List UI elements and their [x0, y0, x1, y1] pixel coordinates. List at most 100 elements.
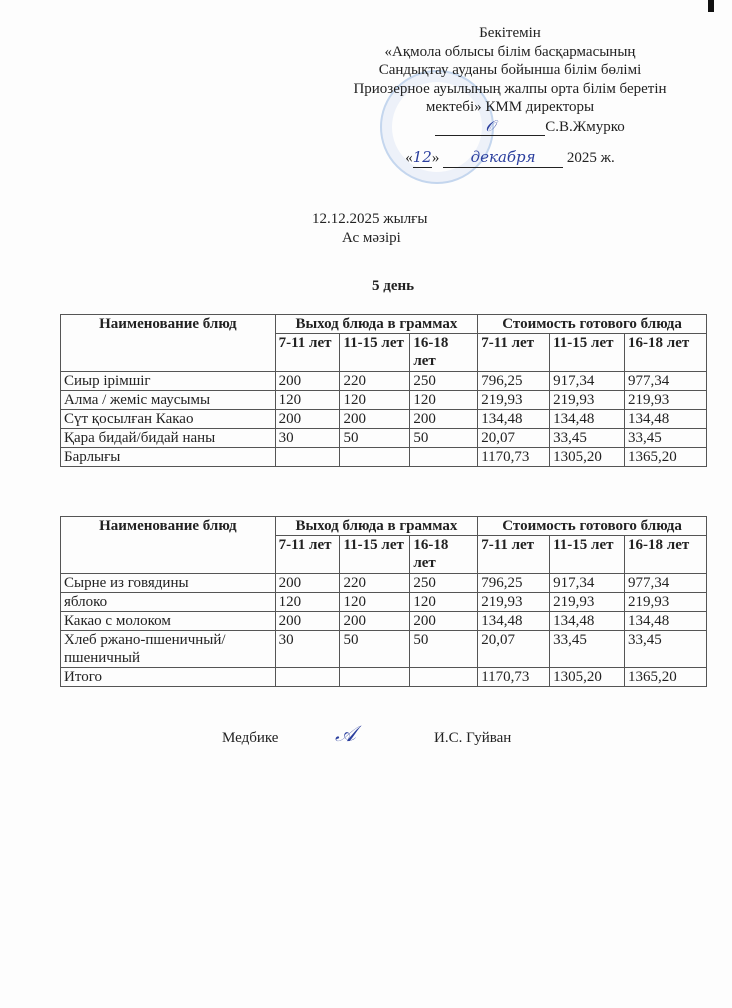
cell-value: 30: [274, 630, 341, 668]
cell-value: 120: [339, 390, 411, 410]
cell-value: 200: [274, 409, 341, 429]
approval-title: Бекітемін: [479, 25, 541, 41]
approval-year: 2025 ж.: [566, 150, 615, 166]
dish-name: Сиыр ірімшіг: [60, 371, 276, 391]
header-age: 16-18 лет: [409, 333, 479, 372]
table-row: Хлеб ржано-пшеничный/пшеничный 30 50 50 20,0…: [60, 630, 707, 668]
cell-value: 120: [274, 592, 341, 612]
header-age: 7-11 лет: [274, 333, 341, 372]
table-row: Алма / жеміс маусымы 120 120 120 219,93 219,9…: [60, 390, 707, 410]
cell-value: 200: [339, 409, 411, 429]
cell-value: 50: [339, 630, 411, 668]
header-name: Наименование блюд: [60, 314, 276, 372]
cell-value: 134,48: [549, 409, 626, 429]
approval-line: Приозерное ауылының жалпы орта білім бер…: [353, 80, 667, 97]
dish-name: Сүт қосылған Какао: [60, 409, 276, 429]
cell-value: 30: [274, 428, 341, 448]
header-cost: Стоимость готового блюда: [477, 516, 707, 536]
cell-value: [339, 447, 411, 467]
day-label: 5 день: [372, 278, 415, 294]
header-age: 7-11 лет: [477, 333, 551, 372]
approval-day: 12: [412, 148, 432, 168]
school-stamp: [380, 70, 494, 184]
dish-name: Барлығы: [60, 447, 276, 467]
cell-value: 200: [274, 573, 341, 593]
cell-value: 50: [339, 428, 411, 448]
cell-value: [274, 447, 341, 467]
cell-value: 20,07: [477, 630, 551, 668]
menu-table-kz: Наименование блюд Выход блюда в граммах Ст…: [60, 314, 707, 467]
cell-value: 219,93: [624, 390, 707, 410]
header-cost: Стоимость готового блюда: [477, 314, 707, 334]
approval-line: мектебі» КММ директоры: [425, 99, 595, 115]
cell-value: [409, 447, 479, 467]
cell-value: 20,07: [477, 428, 551, 448]
cell-value: 200: [409, 611, 479, 631]
cell-value: 33,45: [549, 428, 626, 448]
table-row: яблоко 120 120 120 219,93 219,93 219,93: [60, 592, 707, 612]
cell-value: 1170,73: [477, 667, 551, 687]
cell-value: 200: [409, 409, 479, 429]
dish-name: Сырне из говядины: [60, 573, 276, 593]
approval-line: «Ақмола облысы білім басқармасының: [384, 43, 636, 60]
dish-name: Итого: [60, 667, 276, 687]
menu-title: Ас мәзірі: [342, 230, 401, 246]
header-age: 11-15 лет: [339, 333, 411, 372]
cell-value: 1365,20: [624, 667, 707, 687]
cell-value: 220: [339, 371, 411, 391]
cell-value: 120: [339, 592, 411, 612]
menu-table-ru: Наименование блюд Выход блюда в граммах Ст…: [60, 516, 707, 687]
cell-value: 134,48: [624, 611, 707, 631]
dish-name: Қара бидай/бидай наны: [60, 428, 276, 448]
cell-value: 200: [274, 371, 341, 391]
cell-value: 33,45: [624, 630, 707, 668]
header-age: 11-15 лет: [339, 535, 411, 574]
cell-value: [409, 667, 479, 687]
cell-value: 1170,73: [477, 447, 551, 467]
header-yield: Выход блюда в граммах: [274, 516, 479, 536]
cell-value: 134,48: [549, 611, 626, 631]
cell-value: 219,93: [477, 390, 551, 410]
cell-value: 250: [409, 573, 479, 593]
director-signature: 𝒪: [435, 117, 546, 136]
cell-value: 796,25: [477, 371, 551, 391]
header-age: 11-15 лет: [549, 333, 626, 372]
footer-name: И.С. Гуйван: [434, 730, 512, 746]
cell-value: 134,48: [477, 409, 551, 429]
footer-role: Медбике: [222, 730, 279, 746]
cell-value: [339, 667, 411, 687]
table-row: Қара бидай/бидай наны 30 50 50 20,07 33,45 33,…: [60, 428, 707, 448]
cell-value: 219,93: [624, 592, 707, 612]
cell-value: 219,93: [477, 592, 551, 612]
cell-value: 1305,20: [549, 447, 626, 467]
table-row: Сүт қосылған Какао 200 200 200 134,48 134,48 1…: [60, 409, 707, 429]
table-row: Сиыр ірімшіг 200 220 250 796,25 917,34 977,34: [60, 371, 707, 391]
cell-value: 220: [339, 573, 411, 593]
header-age: 11-15 лет: [549, 535, 626, 574]
cell-value: 50: [409, 428, 479, 448]
header-age: 16-18 лет: [409, 535, 479, 574]
dish-name: яблоко: [60, 592, 276, 612]
header-name: Наименование блюд: [60, 516, 276, 574]
cell-value: 219,93: [549, 592, 626, 612]
cell-value: 120: [409, 390, 479, 410]
table-row: Какао с молоком 200 200 200 134,48 134,48 134,…: [60, 611, 707, 631]
cell-value: 200: [274, 611, 341, 631]
cell-value: 250: [409, 371, 479, 391]
header-yield: Выход блюда в граммах: [274, 314, 479, 334]
cell-value: 134,48: [477, 611, 551, 631]
header-age: 7-11 лет: [274, 535, 341, 574]
cell-value: 134,48: [624, 409, 707, 429]
cell-value: 1305,20: [549, 667, 626, 687]
header-age: 16-18 лет: [624, 535, 707, 574]
table-row: Барлығы 1170,73 1305,20 1365,20: [60, 447, 707, 467]
header-age: 16-18 лет: [624, 333, 707, 372]
header-age: 7-11 лет: [477, 535, 551, 574]
table-row: Итого 1170,73 1305,20 1365,20: [60, 667, 707, 687]
table-row: Сырне из говядины 200 220 250 796,25 917,34 97…: [60, 573, 707, 593]
cell-value: 33,45: [624, 428, 707, 448]
cell-value: 917,34: [549, 371, 626, 391]
approval-line: Сандықтау ауданы бойынша білім бөлімі: [378, 62, 642, 78]
cell-value: 33,45: [549, 630, 626, 668]
